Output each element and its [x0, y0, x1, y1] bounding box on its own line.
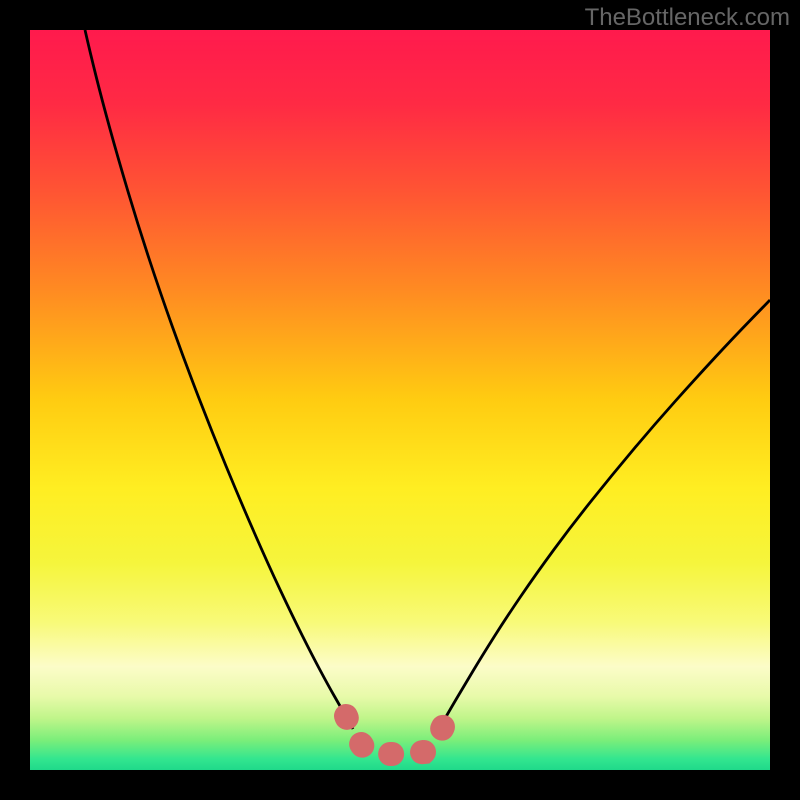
plot-area [30, 30, 770, 770]
chart-canvas: TheBottleneck.com [0, 0, 800, 800]
watermark-text: TheBottleneck.com [585, 4, 790, 32]
chart-svg [30, 30, 770, 770]
gradient-bg [30, 30, 770, 770]
